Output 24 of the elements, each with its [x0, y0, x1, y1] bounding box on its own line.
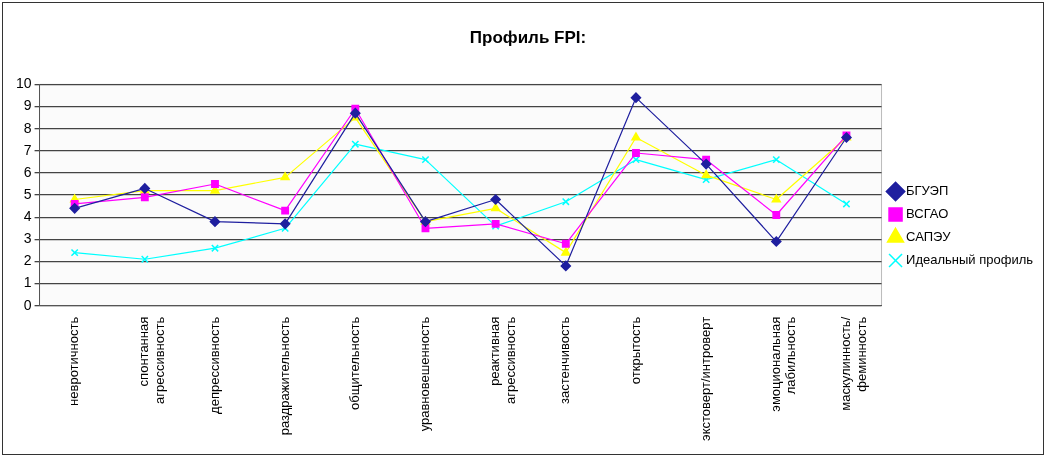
x-tick-label: невротичность: [66, 316, 82, 406]
y-tick-label: 1: [23, 274, 32, 291]
legend-label: Идеальный профиль: [906, 252, 1034, 268]
legend-label: САПЭУ: [906, 229, 952, 245]
y-tick-label: 2: [23, 252, 32, 269]
y-tick-label: 10: [15, 75, 32, 92]
y-tick-label: 8: [23, 119, 32, 136]
legend-label: БГУЭП: [906, 183, 949, 199]
x-tick-label: раздражительность: [276, 316, 292, 436]
y-tick-label: 5: [23, 185, 32, 202]
y-tick-label: 6: [23, 163, 32, 180]
y-tick-label: 0: [23, 296, 32, 313]
x-tick-label: общительность: [346, 316, 362, 410]
y-tick-label: 3: [23, 230, 32, 247]
y-tick-label: 9: [23, 97, 32, 114]
x-tick-label: открытость: [627, 316, 643, 385]
y-tick-label: 4: [23, 208, 32, 225]
chart-title: Профиль FPI:: [469, 27, 587, 47]
x-tick-label: экстоверт/интроверт: [697, 316, 713, 441]
y-tick-label: 7: [23, 141, 32, 158]
x-tick-label: уравновешенность: [417, 316, 433, 432]
legend-label: ВСГАО: [906, 206, 949, 222]
x-tick-label: застенчивость: [557, 316, 573, 404]
x-tick-label: депрессивность: [206, 316, 222, 414]
